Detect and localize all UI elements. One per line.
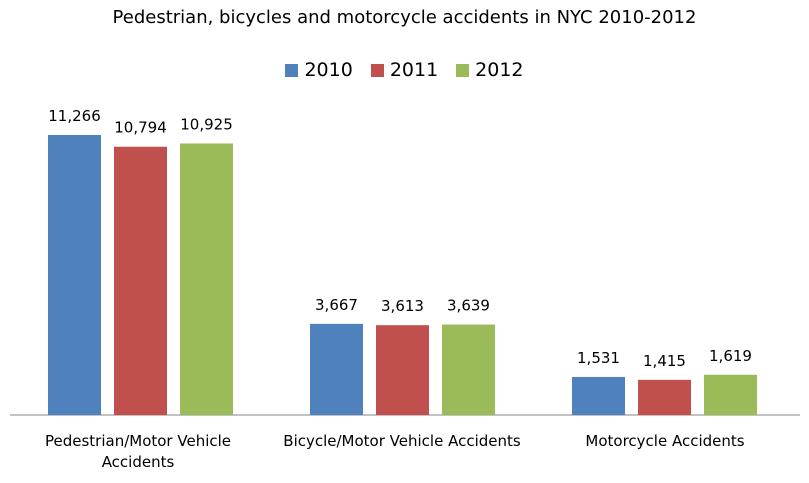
chart-title: Pedestrian, bicycles and motorcycle acci… bbox=[112, 7, 697, 28]
data-label-2011-cat1: 3,613 bbox=[381, 297, 424, 315]
legend-swatch-2012 bbox=[456, 63, 470, 77]
legend-label-2010: 2010 bbox=[304, 59, 353, 81]
data-label-2011-cat0: 10,794 bbox=[114, 119, 167, 137]
bar-2012-cat0 bbox=[180, 143, 233, 416]
data-label-2012-cat1: 3,639 bbox=[447, 297, 490, 315]
bar-2010-cat0 bbox=[48, 135, 101, 415]
data-label-2011-cat2: 1,415 bbox=[643, 352, 686, 370]
bar-2012-cat1 bbox=[442, 324, 495, 415]
data-label-2010-cat0: 11,266 bbox=[48, 107, 101, 125]
bar-2012-cat2 bbox=[704, 374, 757, 415]
category-label-motorcycle: Motorcycle Accidents bbox=[585, 432, 745, 450]
bar-2010-cat2 bbox=[572, 376, 625, 415]
category-label-pedestrian: Pedestrian/Motor Vehicle Accidents bbox=[44, 432, 232, 471]
data-label-2012-cat0: 10,925 bbox=[180, 115, 233, 133]
legend-swatch-2011 bbox=[370, 63, 384, 77]
legend-item-2010: 2010 bbox=[285, 59, 353, 81]
category-label-bicycle: Bicycle/Motor Vehicle Accidents bbox=[283, 432, 521, 450]
data-label-2012-cat2: 1,619 bbox=[709, 347, 752, 365]
bar-2011-cat1 bbox=[376, 325, 429, 415]
bar-2011-cat2 bbox=[638, 379, 691, 415]
bar-2011-cat0 bbox=[114, 146, 167, 415]
bar-2010-cat1 bbox=[310, 323, 363, 415]
legend-label-2012: 2012 bbox=[475, 59, 524, 81]
legend-label-2011: 2011 bbox=[389, 59, 439, 81]
legend-item-2011: 2011 bbox=[370, 59, 439, 81]
legend-swatch-2010 bbox=[285, 63, 299, 77]
data-label-2010-cat1: 3,667 bbox=[315, 296, 358, 314]
data-label-2010-cat2: 1,531 bbox=[577, 349, 620, 367]
legend: 2010 2011 2012 bbox=[0, 59, 809, 81]
legend-item-2012: 2012 bbox=[456, 59, 524, 81]
